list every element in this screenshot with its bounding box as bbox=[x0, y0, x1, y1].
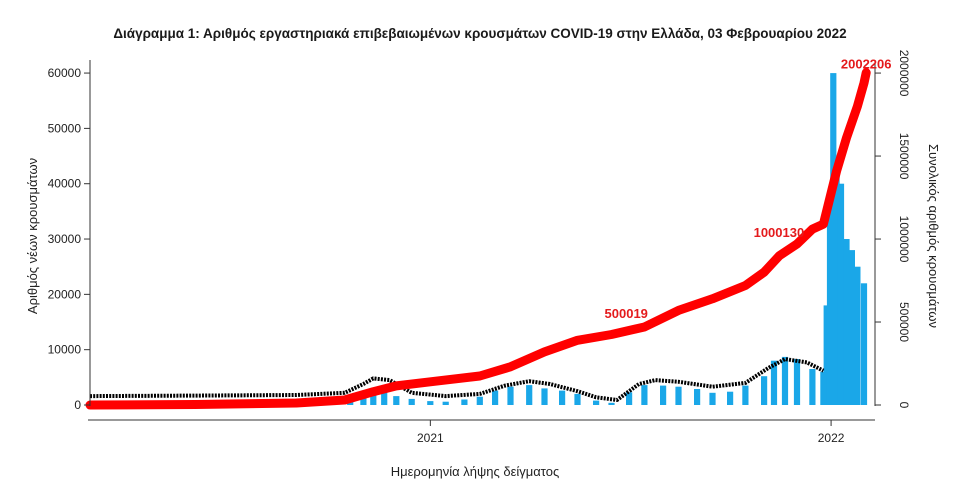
daily-cases-bar bbox=[492, 390, 499, 405]
x-tick-label: 2021 bbox=[417, 431, 444, 445]
cumulative-annotation-label: 2002206 bbox=[841, 57, 892, 72]
daily-cases-bar bbox=[830, 73, 837, 405]
daily-cases-bar bbox=[694, 389, 701, 405]
daily-cases-bar bbox=[823, 305, 830, 405]
daily-cases-bar bbox=[848, 250, 855, 405]
daily-cases-bar bbox=[793, 359, 801, 405]
daily-cases-bar bbox=[709, 392, 716, 405]
daily-cases-bar bbox=[781, 356, 789, 405]
axes-layer: 0 10000 20000 30000 40000 50000 60000 0 500000 10… bbox=[48, 50, 911, 445]
daily-cases-bar bbox=[770, 360, 778, 405]
lines-layer bbox=[85, 68, 871, 410]
y2-tick-label: 1500000 bbox=[897, 133, 911, 180]
daily-cases-bar bbox=[660, 385, 667, 405]
daily-cases-bar bbox=[608, 402, 615, 405]
bars-layer bbox=[347, 73, 868, 405]
cumulative-cases-line bbox=[85, 68, 871, 410]
daily-cases-bar bbox=[393, 396, 400, 405]
cumulative-annotation-label: 500019 bbox=[605, 306, 648, 321]
y2-tick-label: 1000000 bbox=[897, 216, 911, 263]
daily-cases-bar bbox=[526, 385, 533, 405]
daily-cases-bar bbox=[442, 401, 449, 405]
daily-cases-bar bbox=[837, 183, 845, 405]
y-tick-label: 30000 bbox=[48, 232, 82, 246]
y-tick-label: 10000 bbox=[48, 343, 82, 357]
x-tick-label: 2022 bbox=[818, 431, 845, 445]
daily-cases-bar bbox=[820, 371, 827, 405]
y2-tick-label: 0 bbox=[897, 402, 911, 409]
y-tick-label: 50000 bbox=[48, 121, 82, 135]
y-axis-title: Αριθμός νέων κρουσμάτων bbox=[25, 158, 40, 314]
daily-cases-bar bbox=[574, 393, 581, 405]
y-tick-label: 60000 bbox=[48, 66, 82, 80]
x-axis-title: Ημερομηνία λήψης δείγματος bbox=[391, 464, 560, 479]
y-tick-label: 20000 bbox=[48, 287, 82, 301]
daily-cases-bar bbox=[461, 399, 468, 405]
daily-cases-bar bbox=[626, 392, 633, 405]
daily-cases-bar bbox=[675, 386, 682, 405]
daily-cases-bar bbox=[641, 385, 648, 405]
daily-cases-bar bbox=[761, 376, 768, 405]
chart-title: Διάγραμμα 1: Αριθμός εργαστηριακά επιβεβ… bbox=[113, 26, 846, 41]
daily-cases-bar bbox=[381, 390, 388, 405]
daily-cases-bar bbox=[408, 398, 415, 405]
y2-tick-label: 2000000 bbox=[897, 50, 911, 97]
daily-cases-bar bbox=[843, 239, 850, 405]
daily-cases-bar bbox=[809, 369, 816, 405]
annotations-layer: 500019 1000130 2002206 bbox=[605, 57, 892, 321]
daily-cases-bar bbox=[427, 401, 434, 405]
daily-cases-bar bbox=[826, 211, 834, 405]
daily-cases-bar bbox=[541, 388, 548, 405]
y-tick-label: 40000 bbox=[48, 177, 82, 191]
cumulative-annotation-label: 1000130 bbox=[754, 225, 805, 240]
daily-cases-bar bbox=[742, 385, 749, 405]
daily-cases-bar bbox=[507, 386, 514, 405]
daily-cases-bar bbox=[593, 400, 600, 405]
daily-cases-bar bbox=[370, 388, 377, 405]
y2-tick-label: 500000 bbox=[897, 302, 911, 342]
daily-cases-bar bbox=[833, 172, 840, 405]
daily-cases-bar bbox=[727, 391, 734, 405]
daily-cases-bar bbox=[559, 390, 566, 405]
daily-cases-bar bbox=[476, 396, 483, 405]
y2-axis-title: Συνολικός αριθμός κρουσμάτων bbox=[926, 144, 941, 328]
daily-cases-bar bbox=[854, 266, 861, 405]
daily-cases-bar bbox=[860, 283, 868, 405]
y-tick-label: 0 bbox=[74, 398, 81, 412]
moving-average-line bbox=[89, 357, 825, 402]
